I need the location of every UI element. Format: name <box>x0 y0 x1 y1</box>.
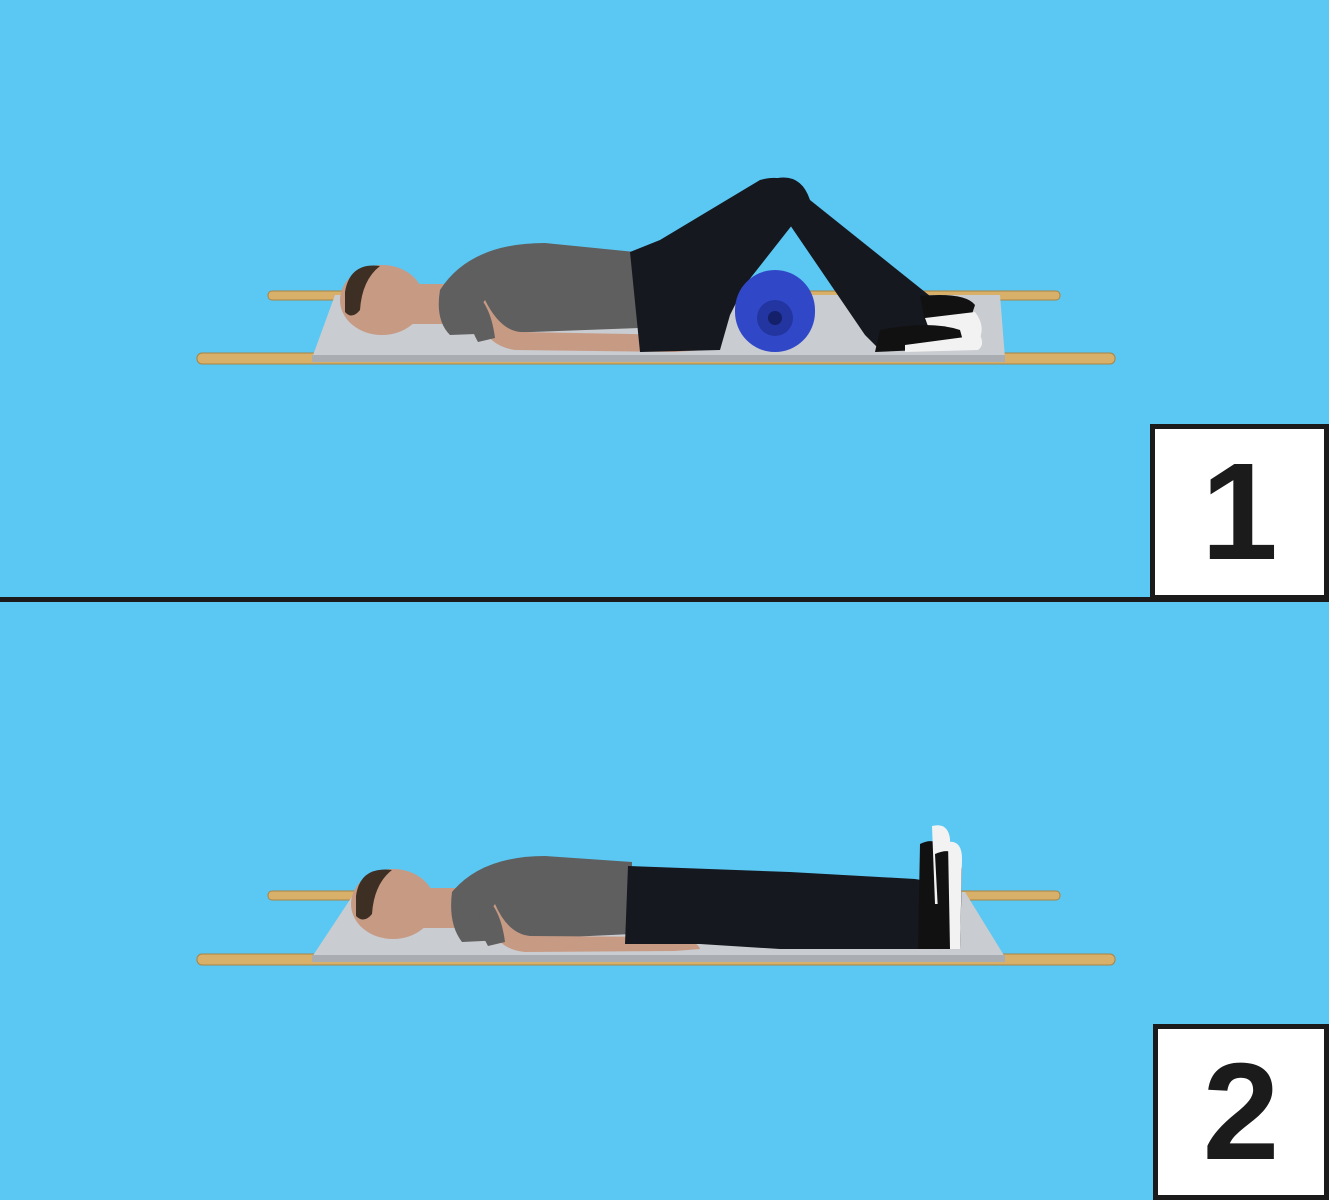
hair <box>356 869 392 920</box>
step-number-box-2: 2 <box>1153 1024 1329 1200</box>
step-number-1: 1 <box>1201 435 1278 589</box>
hair <box>345 265 380 316</box>
shirt <box>438 243 638 335</box>
shoe-sole-front <box>948 841 962 949</box>
step-2-panel: 2 <box>0 604 1329 1200</box>
shin <box>770 177 940 350</box>
person-step-1 <box>340 177 983 352</box>
step-1-illustration <box>196 177 1116 365</box>
panel-divider <box>0 597 1329 602</box>
thigh <box>630 177 800 352</box>
legs <box>625 866 950 949</box>
step-number-box-1: 1 <box>1150 424 1329 598</box>
shoe-sole-front <box>905 335 983 352</box>
step-number-2: 2 <box>1202 1035 1280 1189</box>
person-step-2 <box>351 825 962 952</box>
sleeve <box>478 894 505 946</box>
step-1-panel: 1 <box>0 0 1329 598</box>
sleeve <box>468 290 495 342</box>
shirt <box>451 856 632 942</box>
step-2-illustration <box>196 825 1116 966</box>
